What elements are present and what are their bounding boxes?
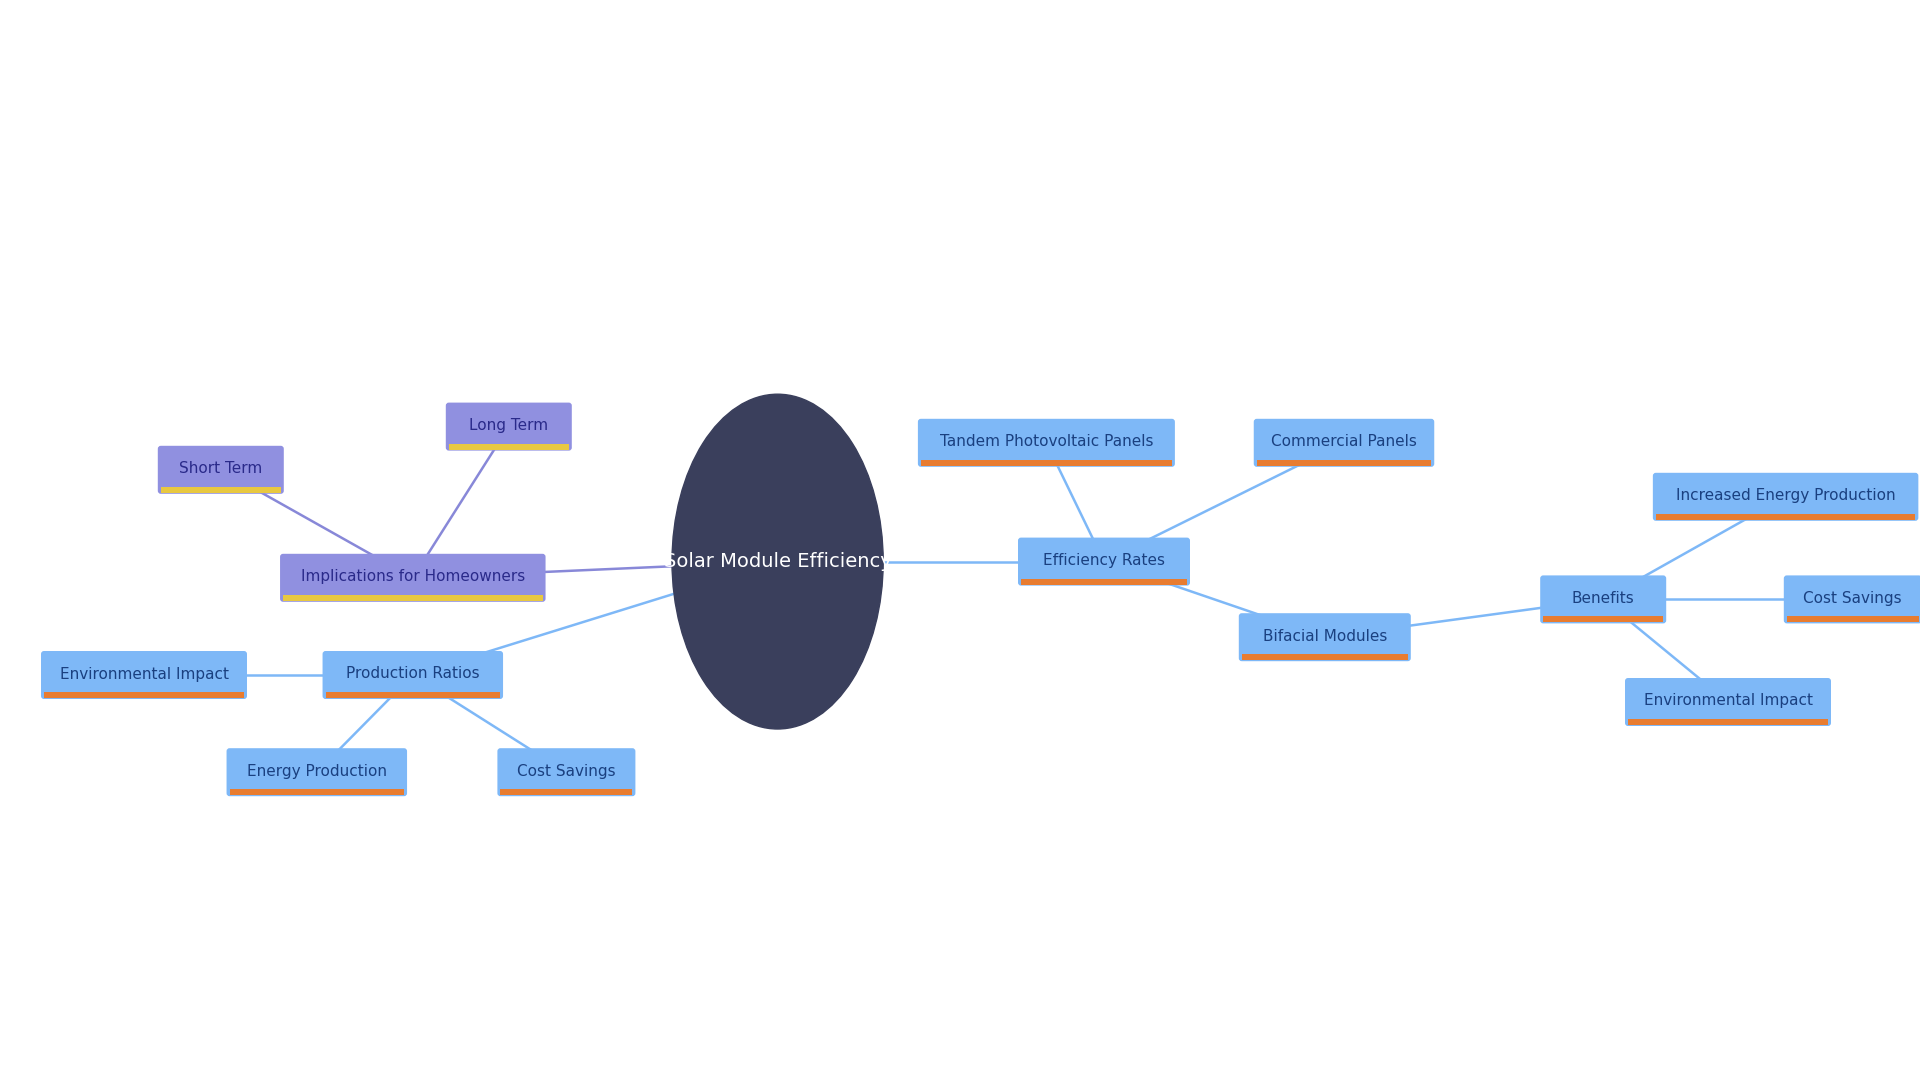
FancyBboxPatch shape: [1624, 678, 1832, 726]
Bar: [1258, 460, 1430, 465]
Bar: [922, 460, 1171, 465]
Text: Environmental Impact: Environmental Impact: [60, 666, 228, 681]
FancyBboxPatch shape: [918, 419, 1175, 467]
FancyBboxPatch shape: [280, 554, 545, 602]
Text: Bifacial Modules: Bifacial Modules: [1263, 629, 1386, 644]
FancyBboxPatch shape: [157, 446, 284, 494]
FancyBboxPatch shape: [1254, 419, 1434, 467]
Text: Tandem Photovoltaic Panels: Tandem Photovoltaic Panels: [939, 434, 1154, 449]
FancyBboxPatch shape: [1653, 473, 1918, 521]
Ellipse shape: [672, 394, 883, 729]
Text: Increased Energy Production: Increased Energy Production: [1676, 488, 1895, 503]
FancyBboxPatch shape: [40, 651, 248, 699]
Bar: [161, 487, 280, 492]
FancyBboxPatch shape: [227, 748, 407, 796]
FancyBboxPatch shape: [497, 748, 636, 796]
Text: Production Ratios: Production Ratios: [346, 666, 480, 681]
Text: Efficiency Rates: Efficiency Rates: [1043, 553, 1165, 568]
Bar: [1544, 617, 1663, 622]
Bar: [230, 789, 403, 795]
Text: Cost Savings: Cost Savings: [1803, 591, 1903, 606]
FancyBboxPatch shape: [1784, 576, 1920, 623]
Bar: [1021, 579, 1187, 584]
Text: Implications for Homeowners: Implications for Homeowners: [301, 569, 524, 584]
Bar: [282, 595, 543, 600]
Text: Benefits: Benefits: [1572, 591, 1634, 606]
Text: Cost Savings: Cost Savings: [516, 764, 616, 779]
Text: Commercial Panels: Commercial Panels: [1271, 434, 1417, 449]
Text: Solar Module Efficiency: Solar Module Efficiency: [664, 552, 891, 571]
Text: Long Term: Long Term: [468, 418, 549, 433]
FancyBboxPatch shape: [445, 403, 572, 450]
Bar: [326, 692, 499, 698]
FancyBboxPatch shape: [1238, 613, 1411, 661]
Bar: [1242, 654, 1407, 660]
Bar: [1628, 719, 1828, 725]
Text: Energy Production: Energy Production: [248, 764, 386, 779]
Bar: [44, 692, 244, 698]
Bar: [1788, 617, 1918, 622]
Bar: [1655, 514, 1916, 519]
FancyBboxPatch shape: [1018, 538, 1190, 585]
Text: Short Term: Short Term: [179, 461, 263, 476]
FancyBboxPatch shape: [323, 651, 503, 699]
Text: Environmental Impact: Environmental Impact: [1644, 693, 1812, 708]
FancyBboxPatch shape: [1540, 576, 1667, 623]
Bar: [501, 789, 632, 795]
Bar: [449, 444, 568, 449]
